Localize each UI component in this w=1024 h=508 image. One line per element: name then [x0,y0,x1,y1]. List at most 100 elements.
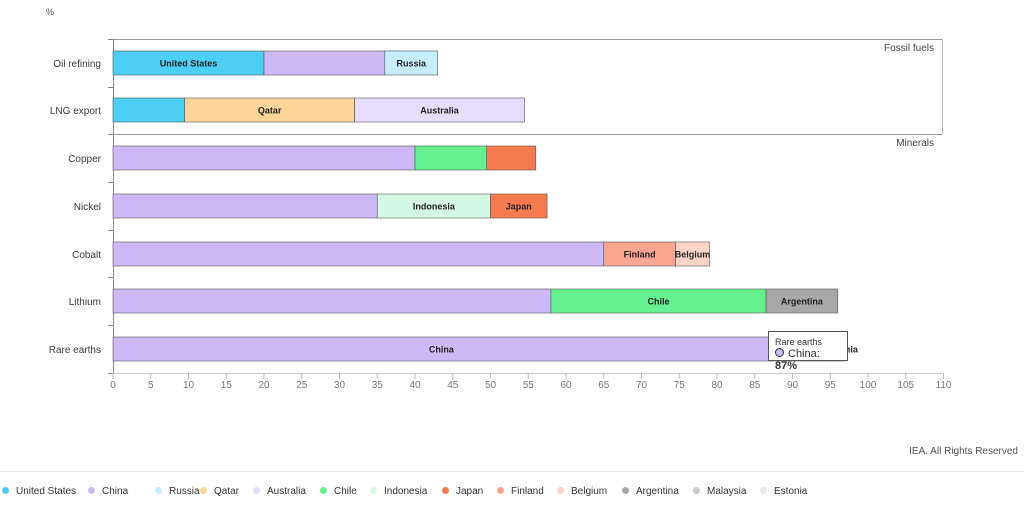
legend-item[interactable]: Argentina [622,486,679,497]
bar-segment-label: Russia [396,59,427,69]
category-label: Copper [68,154,101,165]
bar-segment-australia [354,97,525,123]
bar-segment-label: Indonesia [413,202,456,212]
bar-segment-japan [490,193,548,219]
legend-swatch [557,487,564,494]
x-tick-label: 10 [183,380,195,391]
bar-segment-chile [550,288,767,314]
bar-segment-china [112,145,416,171]
x-tick-label: 30 [334,380,346,391]
bar-segment-label: Australia [420,106,460,116]
legend-item[interactable]: Estonia [760,486,807,497]
x-tick-label: 45 [447,380,459,391]
legend-label: Finland [511,486,544,497]
tooltip-series-dot [775,348,784,357]
bar-segment-china [263,50,386,76]
legend-item[interactable]: Indonesia [370,486,427,497]
category-label: Lithium [69,297,101,308]
legend-swatch [442,487,449,494]
category-label: Nickel [74,202,101,213]
bar-segment-label: China [429,345,455,355]
bar-chart: % Fossil fuels Minerals 0 5 10 15 20 25 30 35 40 45 5… [46,7,952,391]
legend-item[interactable]: Malaysia [693,486,746,497]
legend-item[interactable]: Chile [320,486,357,497]
x-tick-label: 105 [897,380,914,391]
bar-segment-label: Japan [506,202,532,212]
legend-swatch [693,487,700,494]
x-tick-label: 60 [560,380,572,391]
legend-label: Indonesia [384,486,428,497]
bar-segment-china [112,336,771,362]
legend-swatch [370,487,377,494]
legend-swatch [760,487,767,494]
x-tick-label: 70 [636,380,648,391]
bar-segment-label: Belgium [675,250,711,260]
unit-label: % [46,7,54,17]
x-tick-label: 25 [296,380,308,391]
legend-item[interactable]: Australia [253,486,306,497]
legend-item[interactable]: China [88,486,128,497]
legend-swatch [622,487,629,494]
x-tick-label: 20 [258,380,270,391]
bar-segment-finland [603,241,676,267]
bar-segment-japan [486,145,537,171]
group-label: Fossil fuels [884,43,934,54]
bar-segment-label: Finland [624,250,656,260]
category-label: Oil refining [53,59,101,70]
legend-label: Australia [267,486,306,497]
bar-segment-indonesia [376,193,491,219]
legend-swatch [155,487,162,494]
legend-item[interactable]: Russia [155,486,200,497]
source-note: IEA. All Rights Reserved [909,446,1018,457]
x-tick-label: 95 [825,380,837,391]
x-tick-label: 50 [485,380,497,391]
bar-segment-chile [414,145,488,171]
legend-swatch [253,487,260,494]
legend-item[interactable]: Qatar [200,486,239,497]
category-label: Rare earths [49,345,101,356]
x-tick-label: 55 [523,380,535,391]
tooltip: Rare earths China: 87% [768,331,848,372]
x-tick-label: 85 [749,380,761,391]
legend-label: Qatar [214,486,240,497]
legend-item[interactable]: Finland [497,486,544,497]
x-tick-label: 40 [409,380,421,391]
legend-label: Russia [169,486,200,497]
legend-label: Japan [456,486,484,497]
legend-item[interactable]: Belgium [557,486,607,497]
x-tick-label: 0 [110,380,116,391]
legend-item[interactable]: United States [2,486,76,497]
legend-label: Chile [334,486,357,497]
legend-swatch [497,487,504,494]
x-tick-label: 35 [372,380,384,391]
legend-item[interactable]: Japan [442,486,483,497]
legend-label: Belgium [571,486,608,497]
legend-swatch [2,487,9,494]
x-tick-label: 15 [221,380,233,391]
x-tick-label: 100 [860,380,877,391]
tooltip-series: China [788,348,817,360]
category-label: LNG export [50,106,101,117]
bar-segment-label: Chile [647,297,669,307]
x-tick-label: 90 [787,380,799,391]
bar-segment-russia [384,50,438,76]
bar-segment-label: United States [160,59,218,69]
x-tick-label: 80 [711,380,723,391]
tooltip-row: China: 87% [775,348,820,372]
legend-swatch [320,487,327,494]
legend-swatch [200,487,207,494]
bar-segment-argentina [765,288,839,314]
legend-label: Malaysia [707,486,747,497]
group-label: Minerals [896,138,934,149]
legend-swatch [88,487,95,494]
bar-segment-united-states [112,97,186,123]
legend-label: China [102,486,129,497]
bar-segment-united-states [112,50,265,76]
bar-segment-label: Argentina [781,297,824,307]
legend-label: United States [16,486,77,497]
x-tick-label: 65 [598,380,610,391]
tooltip-value: 87% [775,360,798,372]
legend-label: Argentina [636,486,679,497]
tooltip-title: Rare earths [775,337,823,347]
x-tick-label: 5 [148,380,154,391]
